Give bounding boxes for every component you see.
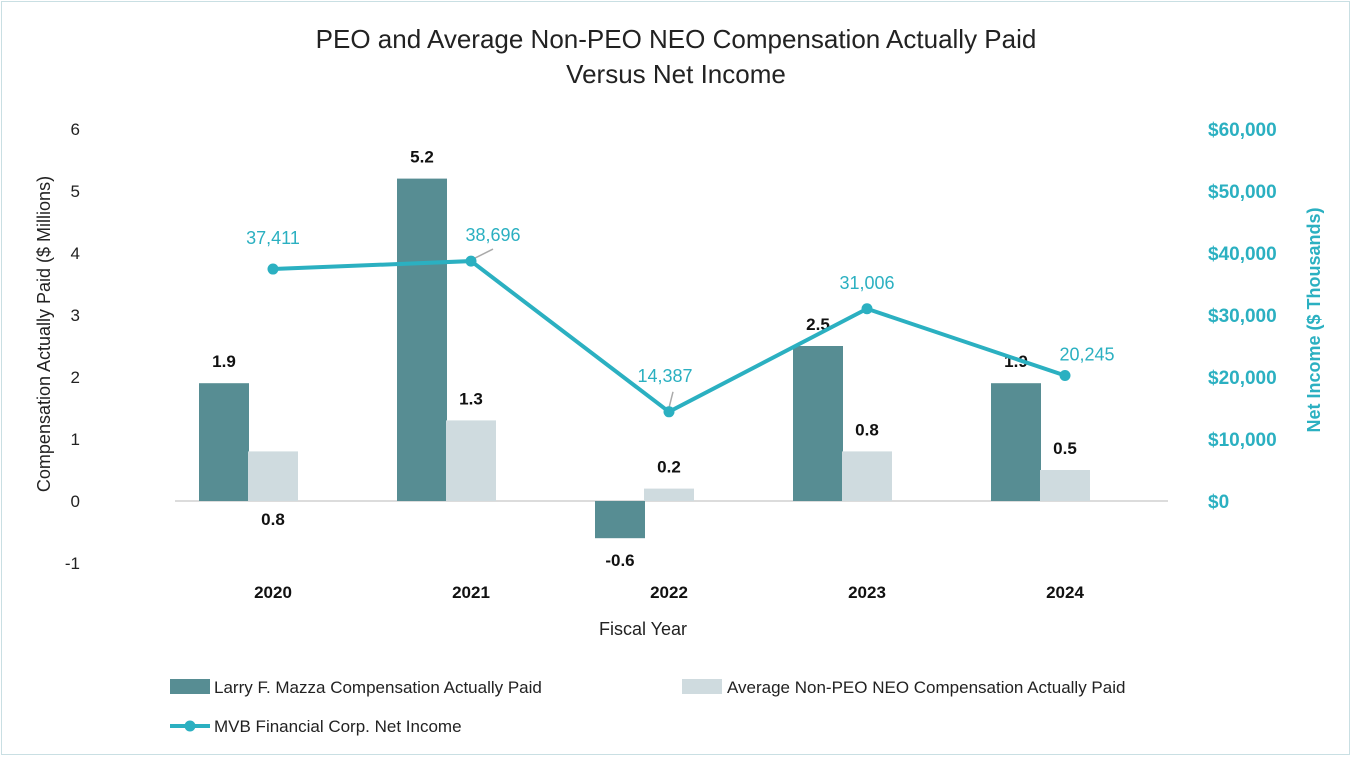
net-income-point-2023 bbox=[861, 303, 873, 315]
bar-peo-2024 bbox=[991, 383, 1041, 501]
data-label: 1.3 bbox=[459, 389, 483, 408]
y2-tick-label: $40,000 bbox=[1208, 244, 1277, 265]
line-data-label: 37,411 bbox=[246, 228, 300, 248]
legend-marker-net-income bbox=[184, 720, 196, 732]
bar-peo-2022 bbox=[595, 501, 645, 539]
x-tick-label: 2022 bbox=[650, 583, 688, 602]
y2-tick-label: $20,000 bbox=[1208, 368, 1277, 389]
data-label: -0.6 bbox=[605, 551, 634, 570]
bar-non-peo-2023 bbox=[842, 451, 892, 501]
data-label: 0.5 bbox=[1053, 439, 1077, 458]
bar-non-peo-2020 bbox=[248, 451, 298, 501]
y2-tick-label: $10,000 bbox=[1208, 430, 1277, 451]
y-tick-label: 0 bbox=[71, 492, 80, 511]
data-label: 0.8 bbox=[261, 510, 285, 529]
chart-title: Versus Net Income bbox=[566, 59, 786, 89]
leader-line bbox=[668, 391, 674, 408]
data-label: 0.2 bbox=[657, 458, 681, 477]
y-tick-label: -1 bbox=[65, 554, 80, 573]
net-income-point-2020 bbox=[267, 263, 279, 275]
chart-title: PEO and Average Non-PEO NEO Compensation… bbox=[316, 24, 1037, 54]
data-label: 0.8 bbox=[855, 420, 879, 439]
net-income-point-2024 bbox=[1059, 369, 1071, 381]
line-data-label: 38,696 bbox=[465, 225, 520, 245]
x-tick-label: 2020 bbox=[254, 583, 292, 602]
legend-label: MVB Financial Corp. Net Income bbox=[214, 717, 462, 736]
y-tick-label: 5 bbox=[71, 182, 80, 201]
bar-peo-2021 bbox=[397, 178, 447, 501]
net-income-line bbox=[272, 259, 1066, 415]
y-tick-label: 2 bbox=[71, 368, 80, 387]
y-tick-label: 3 bbox=[71, 306, 80, 325]
y2-tick-label: $30,000 bbox=[1208, 306, 1277, 327]
bar-peo-2023 bbox=[793, 346, 843, 501]
x-tick-label: 2024 bbox=[1046, 583, 1084, 602]
y-tick-label: 1 bbox=[71, 430, 80, 449]
data-label: 5.2 bbox=[410, 148, 434, 167]
y2-tick-label: $50,000 bbox=[1208, 182, 1277, 203]
legend-swatch-non-peo bbox=[682, 679, 722, 694]
line-data-label: 14,387 bbox=[637, 366, 692, 386]
line-data-label: 20,245 bbox=[1059, 344, 1114, 364]
x-axis-title: Fiscal Year bbox=[599, 619, 687, 639]
y2-tick-label: $60,000 bbox=[1208, 120, 1277, 141]
y-tick-label: 4 bbox=[71, 244, 80, 263]
legend-label: Average Non-PEO NEO Compensation Actuall… bbox=[727, 678, 1125, 697]
net-income-point-2021 bbox=[465, 255, 477, 267]
bar-non-peo-2022 bbox=[644, 488, 694, 501]
bar-non-peo-2024 bbox=[1040, 470, 1090, 501]
net-income-point-2022 bbox=[663, 406, 675, 418]
y-axis-title: Compensation Actually Paid ($ Millions) bbox=[34, 176, 54, 492]
legend-swatch-peo bbox=[170, 679, 210, 694]
legend-label: Larry F. Mazza Compensation Actually Pai… bbox=[214, 678, 542, 697]
x-tick-label: 2021 bbox=[452, 583, 490, 602]
y2-tick-label: $0 bbox=[1208, 492, 1229, 513]
line-data-label: 31,006 bbox=[839, 273, 894, 293]
leader-line bbox=[472, 248, 494, 260]
x-tick-label: 2023 bbox=[848, 583, 886, 602]
y2-axis-title: Net Income ($ Thousands) bbox=[1304, 207, 1324, 432]
data-label: 1.9 bbox=[212, 352, 236, 371]
y-tick-label: 6 bbox=[71, 120, 80, 139]
bar-peo-2020 bbox=[199, 383, 249, 501]
bar-non-peo-2021 bbox=[446, 420, 496, 501]
